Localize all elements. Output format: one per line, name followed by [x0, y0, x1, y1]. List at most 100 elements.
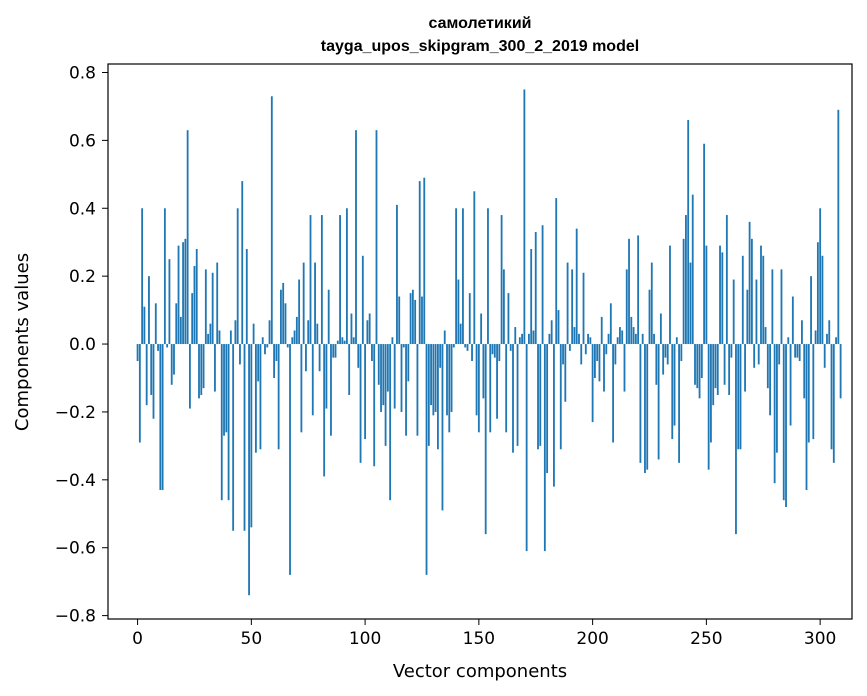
bar-136: [446, 344, 448, 416]
x-tick-label: 50: [241, 629, 263, 649]
bar-35: [216, 262, 219, 345]
bar-71: [298, 279, 301, 345]
bar-198: [587, 333, 589, 345]
bar-177: [539, 344, 542, 446]
bar-107: [380, 344, 382, 412]
bar-130: [432, 344, 435, 416]
bar-178: [541, 225, 544, 345]
bar-218: [632, 327, 635, 345]
bar-81: [320, 215, 323, 345]
bar-150: [477, 344, 480, 433]
bar-147: [471, 344, 473, 362]
bar-101: [366, 320, 369, 345]
bar-51: [252, 323, 255, 345]
bar-229: [657, 344, 660, 460]
bar-48: [245, 249, 248, 345]
bar-161: [502, 269, 505, 345]
bar-141: [457, 279, 460, 345]
bar-167: [516, 344, 519, 446]
bar-9: [157, 344, 159, 351]
bar-193: [575, 228, 578, 345]
bar-268: [746, 289, 749, 345]
bar-15: [170, 344, 173, 385]
bar-93: [348, 344, 351, 395]
bar-119: [407, 344, 410, 382]
bar-180: [546, 344, 549, 474]
bar-116: [400, 344, 403, 412]
bar-250: [705, 245, 708, 345]
bar-238: [678, 344, 680, 463]
bar-45: [239, 344, 241, 365]
bar-111: [389, 344, 392, 501]
bar-199: [589, 337, 592, 345]
bar-195: [580, 344, 583, 365]
bar-6: [150, 344, 153, 395]
bar-233: [666, 344, 669, 365]
bar-202: [596, 344, 599, 362]
bar-174: [532, 330, 535, 345]
bar-146: [468, 293, 471, 345]
bar-52: [254, 344, 257, 453]
bar-285: [785, 344, 787, 507]
bar-112: [391, 337, 394, 345]
bar-280: [773, 344, 776, 484]
bar-4: [145, 344, 148, 406]
bar-132: [437, 344, 439, 450]
bar-74: [305, 344, 307, 372]
bar-277: [766, 344, 769, 389]
bar-188: [564, 344, 567, 402]
bar-1: [138, 344, 141, 443]
y-tick-label: 0.6: [69, 131, 96, 151]
bar-83: [325, 344, 328, 409]
bar-47: [243, 344, 246, 531]
bar-228: [655, 344, 658, 385]
bar-225: [648, 289, 651, 345]
bar-160: [500, 215, 503, 345]
bar-103: [371, 344, 373, 362]
bar-88: [336, 340, 339, 345]
bar-164: [509, 344, 512, 351]
bar-59: [270, 96, 273, 345]
bar-172: [528, 333, 530, 345]
bar-114: [396, 204, 398, 345]
bar-287: [789, 344, 792, 426]
bar-244: [691, 194, 694, 345]
bar-289: [794, 344, 797, 358]
bar-298: [814, 330, 817, 345]
bar-63: [280, 289, 282, 345]
bar-106: [377, 344, 380, 385]
bar-117: [402, 344, 405, 348]
bar-185: [557, 310, 560, 345]
bar-34: [214, 344, 216, 392]
bar-211: [616, 337, 619, 345]
plot-frame: [107, 63, 853, 620]
y-tick-label: −0.4: [55, 471, 96, 491]
bar-53: [257, 344, 260, 382]
bar-173: [530, 249, 533, 345]
y-tick-label: −0.6: [55, 539, 96, 559]
bar-90: [341, 337, 344, 345]
bar-128: [427, 344, 430, 446]
bar-37: [220, 344, 223, 501]
bar-25: [193, 265, 196, 345]
bar-125: [421, 296, 423, 345]
bar-209: [612, 344, 615, 443]
bar-140: [455, 208, 458, 345]
bar-135: [443, 330, 446, 345]
bar-288: [791, 296, 794, 345]
bar-234: [669, 245, 671, 345]
bar-219: [634, 333, 637, 345]
bar-272: [755, 279, 758, 345]
y-axis: −0.8 −0.6 −0.4 −0.2 0.0 0.2 0.4 0.6 0.8: [55, 63, 108, 627]
bar-28: [200, 344, 203, 395]
bar-66: [286, 344, 289, 348]
bar-265: [739, 344, 742, 450]
bar-168: [518, 337, 521, 345]
bar-213: [621, 330, 624, 345]
x-tick-label: 250: [690, 629, 722, 649]
bar-264: [737, 344, 740, 450]
bar-39: [225, 344, 228, 433]
bar-301: [821, 255, 824, 345]
bar-133: [439, 344, 442, 368]
bar-24: [191, 293, 194, 345]
